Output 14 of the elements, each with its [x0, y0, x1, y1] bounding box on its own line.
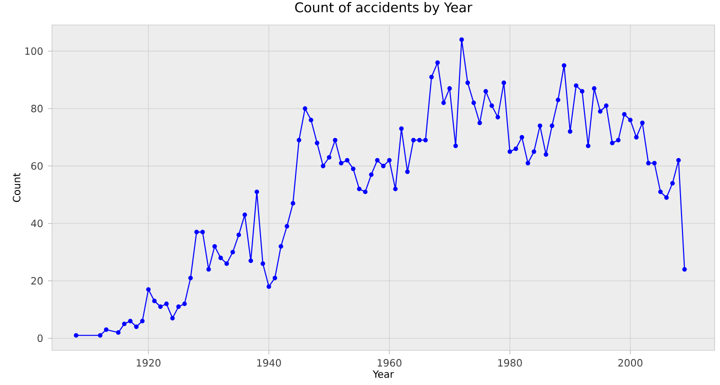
- x-tick-label: 1940: [257, 359, 281, 367]
- y-tick-label: 0: [38, 334, 43, 342]
- chart-title: Count of accidents by Year: [295, 2, 472, 15]
- x-tick-label: 1920: [136, 359, 160, 367]
- y-tick-label: 20: [31, 277, 43, 285]
- x-tick-label: 1960: [378, 359, 402, 367]
- y-tick-label: 100: [25, 47, 43, 55]
- x-tick-label: 1980: [498, 359, 522, 367]
- y-axis-title: Count: [12, 173, 20, 202]
- x-axis-title: Year: [372, 370, 394, 378]
- y-tick-label: 80: [31, 104, 43, 112]
- y-tick-label: 60: [31, 162, 43, 170]
- y-tick-label: 40: [31, 220, 43, 228]
- x-tick-label: 2000: [618, 359, 642, 367]
